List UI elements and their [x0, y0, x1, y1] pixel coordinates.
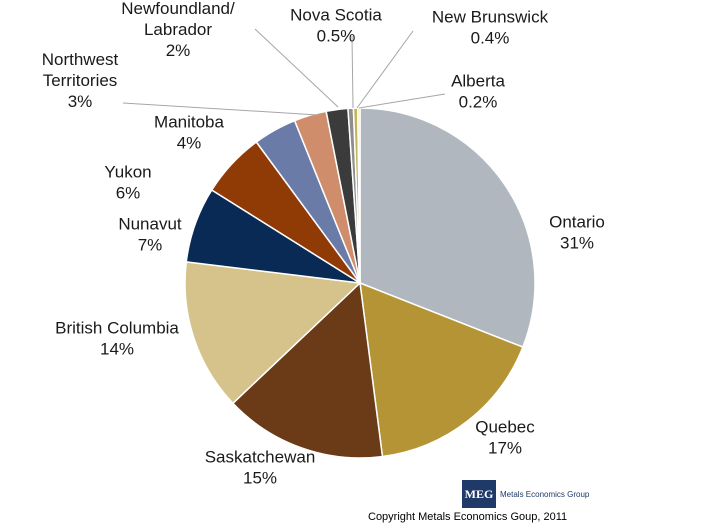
slice-name: Nunavut	[118, 215, 182, 234]
slice-label: Ontario 31%	[549, 213, 605, 253]
pie-slice-ontario	[359, 107, 536, 349]
slice-label: Nova Scotia 0.5%	[290, 6, 382, 46]
leader-line	[122, 102, 319, 116]
slice-name: Alberta	[451, 72, 505, 91]
pie-slice-saskatchewan	[231, 281, 384, 459]
slice-percent: 6%	[116, 184, 141, 203]
leader-line	[351, 35, 354, 109]
slice-percent: 7%	[138, 236, 163, 255]
slice-label: British Columbia 14%	[55, 319, 179, 359]
slice-name: New Brunswick	[432, 8, 549, 27]
slice-name: British Columbia	[55, 319, 179, 338]
slice-percent: 15%	[243, 469, 277, 488]
slice-percent: 2%	[166, 41, 191, 60]
slice-percent: 17%	[488, 439, 522, 458]
slice-name: Saskatchewan	[205, 448, 316, 467]
slice-label: Manitoba 4%	[154, 113, 224, 153]
leader-line	[254, 28, 339, 108]
meg-logo-mark: MEG	[462, 480, 496, 508]
leader-lines	[122, 28, 446, 116]
slice-labels: Ontario 31% Quebec 17% Saskatchewan 15% Britis…	[42, 0, 605, 488]
pie-slice-quebec	[359, 281, 524, 458]
slice-percent: 0.5%	[317, 27, 356, 46]
slice-label: Saskatchewan 15%	[205, 448, 316, 488]
slice-percent: 3%	[68, 92, 93, 111]
slice-name: Northwest	[42, 50, 119, 69]
slice-label: Nunavut 7%	[118, 215, 182, 255]
meg-logo: MEG Metals Economics Group	[462, 480, 589, 508]
slice-label: Newfoundland/Labrador 2%	[121, 0, 235, 60]
pie-slice-british-columbia	[184, 261, 362, 405]
slice-name: Yukon	[104, 163, 151, 182]
slice-percent: 14%	[100, 340, 134, 359]
slice-name: Newfoundland/	[121, 0, 235, 18]
slice-name: Nova Scotia	[290, 6, 382, 25]
leader-line	[356, 30, 414, 109]
slice-name: Ontario	[549, 213, 605, 232]
slice-percent: 31%	[560, 234, 594, 253]
slice-label: Alberta 0.2%	[451, 72, 505, 112]
slice-name: Territories	[43, 71, 118, 90]
slice-label: Northwest Territories 3%	[42, 50, 119, 111]
leader-line	[358, 93, 446, 109]
slice-name: Manitoba	[154, 113, 224, 132]
slice-percent: 4%	[177, 134, 202, 153]
slice-label: New Brunswick 0.4%	[432, 8, 549, 48]
slice-label: Quebec 17%	[475, 418, 535, 458]
pie-slices	[184, 107, 536, 459]
meg-logo-text: Metals Economics Group	[500, 489, 590, 499]
slice-name: Labrador	[144, 20, 212, 39]
slice-name: Quebec	[475, 418, 535, 437]
slice-percent: 0.4%	[471, 29, 510, 48]
slice-label: Yukon 6%	[104, 163, 151, 203]
slice-percent: 0.2%	[459, 93, 498, 112]
copyright-text: Copyright Metals Economics Goup, 2011	[368, 511, 568, 523]
